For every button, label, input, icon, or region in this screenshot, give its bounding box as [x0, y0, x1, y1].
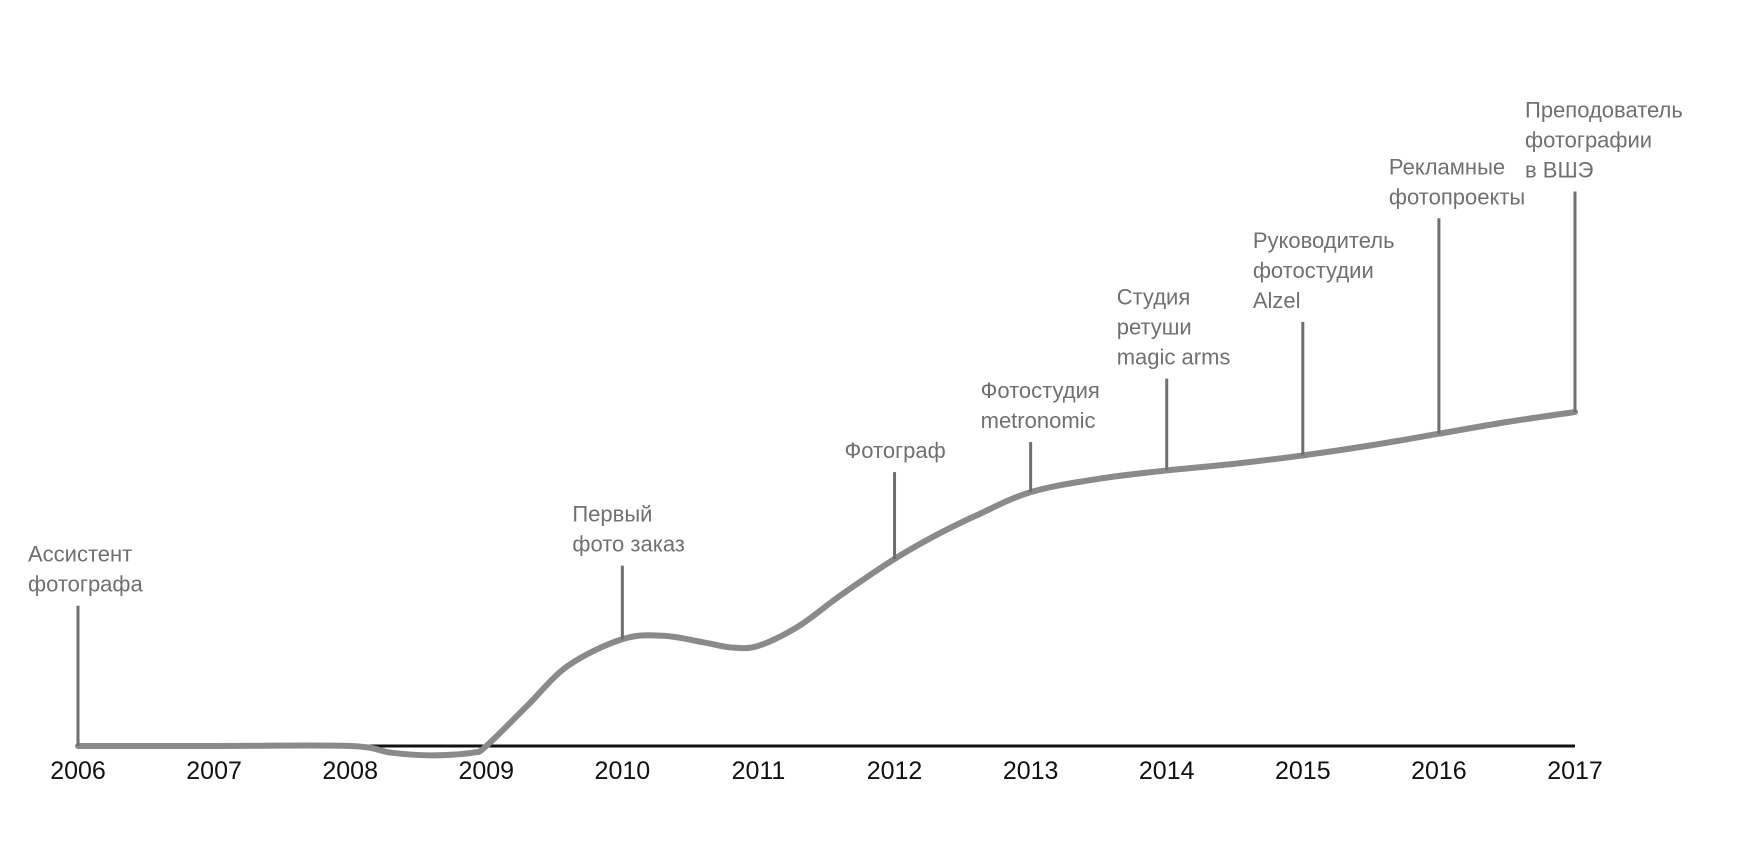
x-tick-label: 2013 — [1003, 757, 1059, 785]
x-tick-label: 2007 — [186, 757, 242, 785]
event-label: Преподователь — [1525, 98, 1683, 123]
event-label: Студия — [1117, 285, 1191, 310]
event-label: magic arms — [1117, 345, 1231, 370]
event-label: Руководитель — [1253, 228, 1395, 253]
career-curve — [75, 409, 1578, 759]
x-tick-label: 2016 — [1411, 757, 1467, 785]
event-label: Рекламные — [1389, 154, 1505, 179]
event-label: Фотограф — [845, 438, 946, 463]
event-label: Alzel — [1253, 288, 1301, 313]
x-tick-label: 2014 — [1139, 757, 1195, 785]
x-tick-label: 2010 — [595, 757, 651, 785]
x-tick-label: 2009 — [458, 757, 514, 785]
x-tick-label: 2012 — [867, 757, 923, 785]
x-tick-label: 2015 — [1275, 757, 1331, 785]
event-label: фотографа — [28, 572, 144, 597]
event-label: Фотостудия — [981, 378, 1100, 403]
event-label: metronomic — [981, 408, 1096, 433]
x-tick-label: 2008 — [322, 757, 378, 785]
event-label: Первый — [572, 502, 652, 527]
event-label: фотографии — [1525, 128, 1652, 153]
event-label: ретуши — [1117, 315, 1192, 340]
event-label: фотостудии — [1253, 258, 1374, 283]
x-tick-label: 2011 — [732, 757, 786, 785]
x-tick-label: 2017 — [1547, 757, 1603, 785]
event-label: фото заказ — [572, 532, 685, 557]
event-label: Ассистент — [28, 542, 132, 567]
event-label: фотопроекты — [1389, 184, 1525, 209]
event-label: в ВШЭ — [1525, 158, 1594, 183]
x-tick-label: 2006 — [50, 757, 106, 785]
